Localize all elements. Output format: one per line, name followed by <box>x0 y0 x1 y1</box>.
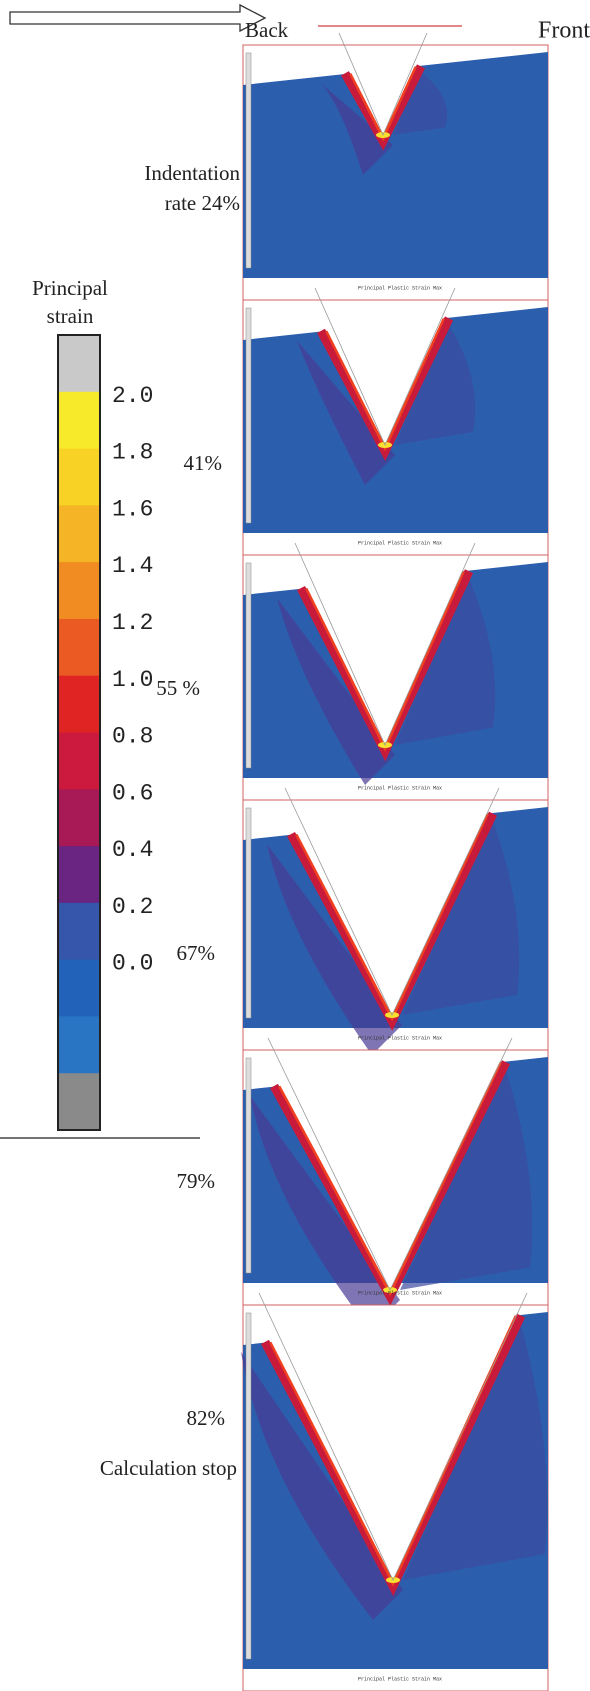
panel-scale <box>245 307 252 524</box>
colorbar-segment <box>58 675 100 733</box>
colorbar-label: 0.2 <box>112 894 153 920</box>
panel-caption: Principal Plastic Strain Max <box>358 785 442 791</box>
colorbar-segment <box>58 902 100 961</box>
colorbar-segment <box>58 732 100 790</box>
panel-scale <box>245 1057 252 1274</box>
panel-caption: Principal Plastic Strain Max <box>358 1035 442 1041</box>
colorbar-label: 0.8 <box>112 724 153 750</box>
colorbar-label: 1.2 <box>112 610 153 636</box>
strain-shadow <box>400 1067 533 1290</box>
indenter <box>314 287 456 446</box>
strain-shadow <box>250 1095 400 1330</box>
strain-shadow <box>393 71 448 135</box>
colorbar-segment <box>58 618 100 677</box>
panel-caption: Principal Plastic Strain Max <box>358 1676 442 1682</box>
material <box>243 307 548 533</box>
colorbar-segment <box>58 562 100 620</box>
notch <box>327 317 443 445</box>
panel-scale <box>245 1312 252 1660</box>
strain-shadow <box>241 1351 403 1620</box>
colorbar-label: 0.0 <box>112 951 153 977</box>
colorbar-label: 0.4 <box>112 837 153 863</box>
colorbar-frame <box>57 334 101 1131</box>
back-label: Back <box>245 18 289 42</box>
panel-label: rate 24% <box>165 191 240 215</box>
legend-title: strain <box>47 304 94 328</box>
front-label: Front <box>538 18 590 44</box>
colorbar-segment <box>58 959 100 1017</box>
panel-label: Indentation <box>144 161 240 185</box>
panel-label: Calculation stop <box>100 1456 237 1480</box>
notch <box>351 65 415 135</box>
panel-label: 67% <box>177 941 216 965</box>
indenter <box>258 1292 528 1581</box>
colorbar-label: 1.4 <box>112 553 153 579</box>
colorbar-label: 1.8 <box>112 440 153 466</box>
colorbar-label: 0.6 <box>112 780 153 806</box>
panel-scale <box>245 807 252 1019</box>
strain-shadow <box>395 323 476 445</box>
strain-shadow <box>297 340 395 485</box>
strain-shadow <box>267 844 402 1055</box>
notch <box>271 1314 515 1580</box>
panel-caption: Principal Plastic Strain Max <box>358 540 442 546</box>
indenter <box>284 787 500 1016</box>
panel-scale <box>245 52 252 269</box>
strain-shadow <box>403 1320 548 1580</box>
colorbar-label: 1.6 <box>112 496 153 522</box>
colorbar-segment <box>58 391 100 450</box>
colorbar-segment <box>58 846 100 904</box>
panel-caption: Principal Plastic Strain Max <box>358 1290 442 1296</box>
material <box>243 52 548 278</box>
strain-shadow <box>395 576 496 745</box>
notch <box>280 1061 500 1290</box>
panel-label: 82% <box>187 1406 226 1430</box>
strain-shadow <box>402 818 520 1015</box>
colorbar-segment <box>58 1073 100 1131</box>
notch <box>307 570 463 745</box>
panel-label: 55 % <box>156 676 200 700</box>
legend-title: Principal <box>32 276 108 300</box>
strain-shadow <box>277 598 395 785</box>
colorbar-segment <box>58 505 100 563</box>
colorbar-segment <box>58 335 100 393</box>
colorbar-segment <box>58 1016 100 1074</box>
panel-caption: Principal Plastic Strain Max <box>358 285 442 291</box>
material <box>243 1312 548 1669</box>
colorbar-segment <box>58 448 100 506</box>
notch <box>297 812 487 1015</box>
colorbar-label: 2.0 <box>112 383 153 409</box>
panel-label: 79% <box>177 1169 216 1193</box>
panel-scale <box>245 562 252 769</box>
indenter <box>338 32 428 137</box>
strain-shadow <box>321 83 393 175</box>
indenter <box>294 542 476 746</box>
colorbar-segment <box>58 789 100 847</box>
colorbar-label: 1.0 <box>112 667 153 693</box>
indenter <box>267 1037 513 1291</box>
panel-label: 41% <box>184 451 223 475</box>
direction-arrow <box>9 3 267 33</box>
